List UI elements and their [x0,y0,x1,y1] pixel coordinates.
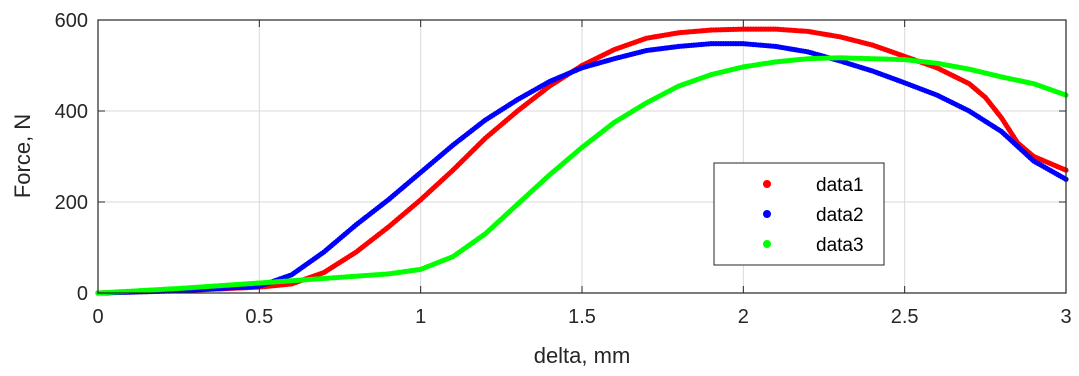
tick-labels: 0 0.5 1 1.5 2 2.5 3 0 200 400 600 [55,10,1072,328]
legend-label-data2: data2 [816,205,864,226]
y-tick-label: 200 [55,192,88,214]
legend-box [713,162,885,266]
x-tick-label: 0.5 [245,306,273,328]
x-tick-label: 2 [738,306,749,328]
legend-label-data1: data1 [816,175,864,196]
legend-entries: data1 data2 data3 [763,175,864,256]
legend-marker-data1 [763,180,771,188]
x-axis-label: delta, mm [534,343,631,368]
y-axis-label: Force, N [10,114,35,198]
legend-label-data3: data3 [816,235,864,256]
x-tick-label: 1 [415,306,426,328]
y-tick-label: 600 [55,10,88,32]
y-tick-label: 0 [77,283,88,305]
legend: data1 data2 data3 [713,162,885,266]
legend-marker-data3 [763,240,771,248]
series-data2 [95,41,1069,296]
x-tick-label: 0 [92,306,103,328]
x-tick-label: 2.5 [891,306,919,328]
legend-marker-data2 [763,210,771,218]
series-layer [95,26,1069,296]
tick-marks [97,19,1067,294]
x-tick-label: 1.5 [568,306,596,328]
series-data3 [95,55,1069,296]
y-tick-label: 400 [55,101,88,123]
x-tick-label: 3 [1060,306,1071,328]
